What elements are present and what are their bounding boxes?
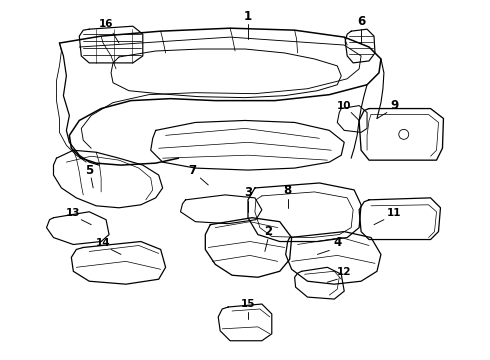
Text: 16: 16 bbox=[99, 19, 113, 29]
Text: 13: 13 bbox=[66, 208, 80, 218]
Text: 4: 4 bbox=[333, 236, 342, 249]
Text: 15: 15 bbox=[241, 299, 255, 309]
Text: 8: 8 bbox=[284, 184, 292, 197]
Text: 3: 3 bbox=[244, 186, 252, 199]
Text: 11: 11 bbox=[387, 208, 401, 218]
Text: 9: 9 bbox=[391, 99, 399, 112]
Text: 7: 7 bbox=[188, 163, 196, 176]
Text: 1: 1 bbox=[244, 10, 252, 23]
Text: 6: 6 bbox=[357, 15, 365, 28]
Text: 2: 2 bbox=[264, 225, 272, 238]
Text: 10: 10 bbox=[337, 100, 351, 111]
Text: 12: 12 bbox=[337, 267, 351, 277]
Text: 14: 14 bbox=[96, 238, 110, 248]
Text: 5: 5 bbox=[85, 163, 93, 176]
